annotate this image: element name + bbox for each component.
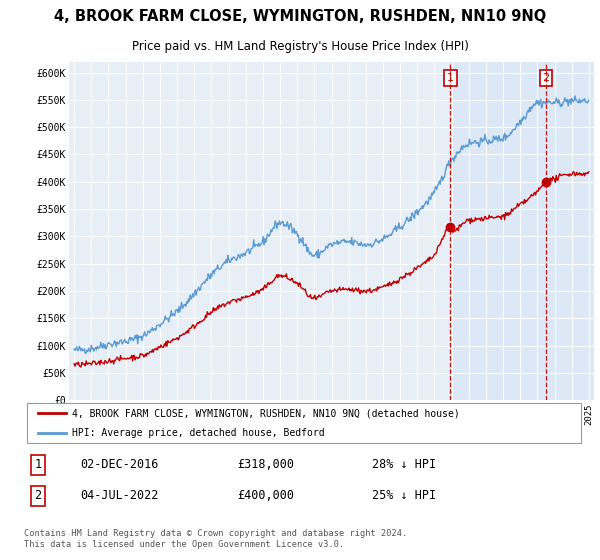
Text: 2: 2 [34, 489, 41, 502]
Text: 28% ↓ HPI: 28% ↓ HPI [372, 459, 436, 472]
Text: 04-JUL-2022: 04-JUL-2022 [80, 489, 158, 502]
Text: 2: 2 [542, 73, 550, 83]
Text: 1: 1 [34, 459, 41, 472]
Text: 02-DEC-2016: 02-DEC-2016 [80, 459, 158, 472]
Text: £318,000: £318,000 [237, 459, 294, 472]
Text: Price paid vs. HM Land Registry's House Price Index (HPI): Price paid vs. HM Land Registry's House … [131, 40, 469, 53]
Text: 25% ↓ HPI: 25% ↓ HPI [372, 489, 436, 502]
Text: 1: 1 [447, 73, 454, 83]
Text: Contains HM Land Registry data © Crown copyright and database right 2024.
This d: Contains HM Land Registry data © Crown c… [24, 529, 407, 549]
Text: HPI: Average price, detached house, Bedford: HPI: Average price, detached house, Bedf… [71, 428, 325, 438]
Bar [450, 62, 594, 400]
Text: 4, BROOK FARM CLOSE, WYMINGTON, RUSHDEN, NN10 9NQ (detached house): 4, BROOK FARM CLOSE, WYMINGTON, RUSHDEN,… [71, 408, 460, 418]
Text: 4, BROOK FARM CLOSE, WYMINGTON, RUSHDEN, NN10 9NQ: 4, BROOK FARM CLOSE, WYMINGTON, RUSHDEN,… [54, 9, 546, 24]
Text: £400,000: £400,000 [237, 489, 294, 502]
FancyBboxPatch shape [27, 403, 581, 444]
